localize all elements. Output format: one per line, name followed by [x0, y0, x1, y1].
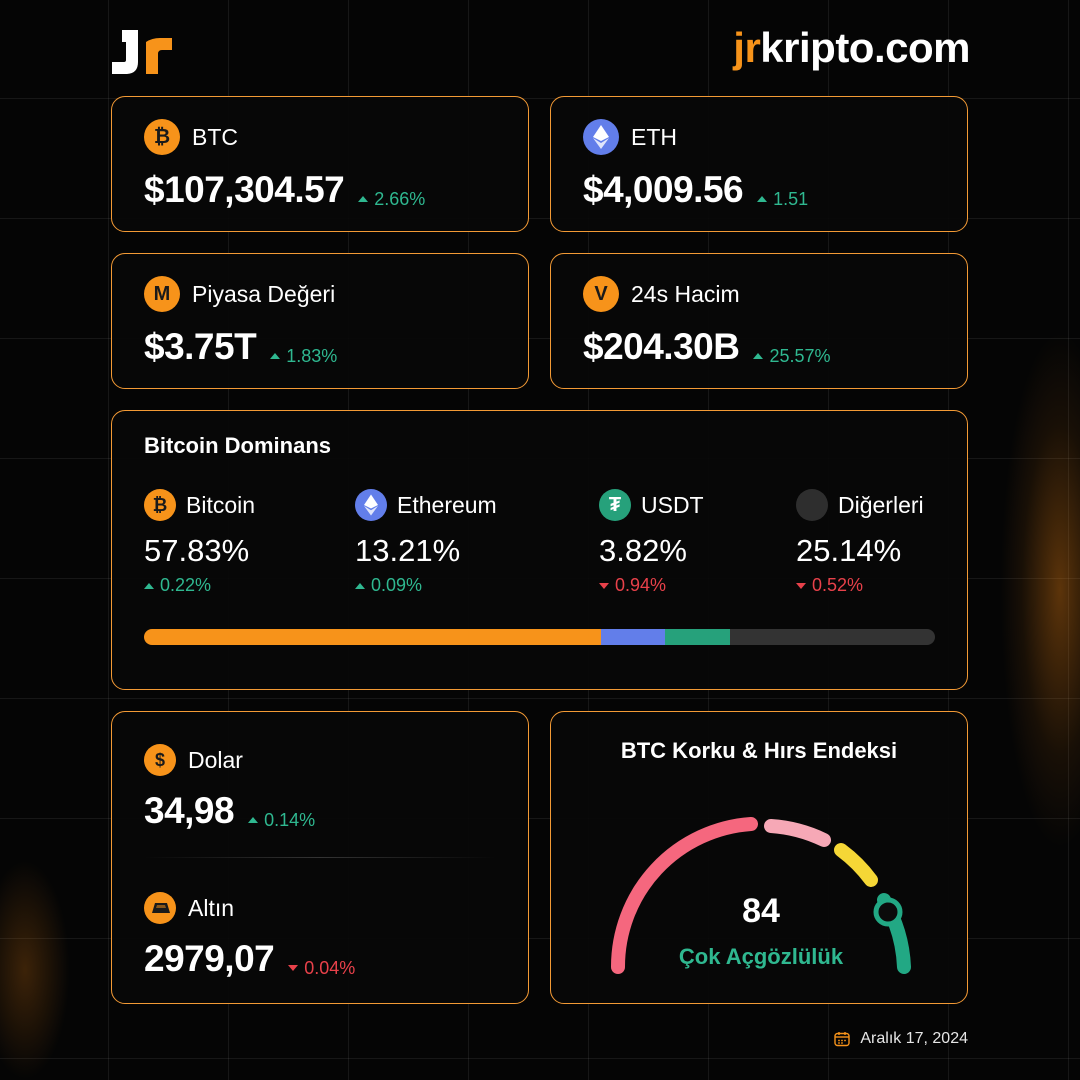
dominance-change-value: 0.22% [160, 575, 212, 595]
dominance-change: 0.22% [144, 575, 211, 596]
down-arrow-icon [599, 582, 609, 589]
ticker-price: $204.30B [583, 326, 740, 367]
gauge-segment-greed [834, 843, 878, 887]
up-arrow-icon [270, 353, 281, 359]
dominance-card[interactable]: Bitcoin Dominans ₿ Bitcoin 57.83% 0.22% … [111, 410, 968, 690]
ticker-name: Piyasa Değeri [192, 280, 336, 307]
gauge-segment-fear [610, 817, 758, 974]
btc-card[interactable]: ₿ BTC $107,304.57 2.66% [111, 96, 529, 232]
dominance-bar [144, 629, 935, 645]
up-arrow-icon [757, 196, 768, 202]
fear-greed-value: 84 [742, 892, 780, 930]
dominance-change: 0.94% [599, 575, 666, 596]
bitcoin-icon: ₿ [144, 119, 180, 155]
date-text: Aralık 17, 2024 [860, 1030, 968, 1047]
up-arrow-icon [753, 353, 764, 359]
dominance-change: 0.52% [796, 575, 863, 596]
fx-change: 0.14% [248, 810, 315, 831]
fear-greed-title: BTC Korku & Hırs Endeksi [620, 738, 898, 763]
market-cap-icon: M [144, 276, 180, 312]
dominance-item-ethereum: Ethereum 13.21% 0.09% [355, 489, 497, 596]
fear-greed-card[interactable]: BTC Korku & Hırs Endeksi 84 Çok Açgözlül… [550, 711, 968, 1004]
gauge-segment-neutral [764, 819, 831, 847]
calendar-icon [834, 1032, 851, 1047]
dominance-change-value: 0.52% [812, 575, 864, 595]
fx-card[interactable]: $ Dolar 34,98 0.14% Altın 2979,07 0.04% [111, 711, 529, 1004]
bitcoin-icon: ₿ [144, 489, 176, 521]
site-name-rest: kripto.com [760, 24, 970, 71]
dominance-item-usdt: ₮ USDT 3.82% 0.94% [599, 489, 704, 596]
ethereum-icon [583, 119, 619, 155]
dominance-bar-segment-0 [144, 629, 602, 645]
up-arrow-icon [248, 817, 259, 823]
site-name-prefix: jr [733, 24, 761, 71]
dominance-name: USDT [641, 491, 704, 518]
up-arrow-icon [358, 196, 369, 202]
ticker-change-value: 2.66% [374, 188, 426, 209]
background-glow-left [0, 860, 70, 1080]
dominance-bar-segment-2 [665, 629, 730, 645]
volume-icon: V [583, 276, 619, 312]
fear-greed-label: Çok Açgözlülük [678, 944, 844, 969]
date-stamp: Aralık 17, 2024 [834, 1030, 968, 1048]
dominance-change-value: 0.94% [615, 575, 667, 595]
down-arrow-icon [796, 582, 806, 589]
ticker-change: 2.66% [358, 189, 425, 210]
dominance-change-value: 0.09% [371, 575, 423, 595]
fx-change-value: 0.04% [304, 957, 356, 978]
ticker-price: $4,009.56 [583, 169, 744, 210]
ticker-change: 1.83% [270, 346, 337, 367]
dominance-percent: 25.14% [796, 533, 902, 568]
ticker-change-value: 1.83% [286, 345, 338, 366]
dominance-name: Diğerleri [838, 491, 924, 518]
ticker-name: 24s Hacim [631, 280, 740, 307]
dominance-item-others: Diğerleri 25.14% 0.52% [796, 489, 924, 596]
dominance-name: Bitcoin [186, 491, 256, 518]
fx-name: Altın [188, 894, 235, 921]
gold-bar-icon [144, 892, 176, 924]
jr-logo [112, 30, 172, 74]
ticker-name: BTC [192, 123, 238, 150]
dominance-change: 0.09% [355, 575, 422, 596]
dominance-percent: 57.83% [144, 533, 250, 568]
dominance-percent: 13.21% [355, 533, 461, 568]
site-name[interactable]: jrkripto.com [733, 24, 970, 72]
dollar-icon: $ [144, 744, 176, 776]
tether-icon: ₮ [599, 489, 631, 521]
dominance-item-bitcoin: ₿ Bitcoin 57.83% 0.22% [144, 489, 255, 596]
fx-value: 2979,07 [144, 938, 275, 979]
fear-greed-gauge [610, 817, 911, 974]
dominance-bar-segment-3 [729, 629, 935, 645]
ticker-change-value: 25.57% [769, 345, 831, 366]
volume-card[interactable]: V 24s Hacim $204.30B 25.57% [550, 253, 968, 389]
ethereum-icon [355, 489, 387, 521]
market-cap-card[interactable]: M Piyasa Değeri $3.75T 1.83% [111, 253, 529, 389]
background-glow [1000, 330, 1080, 850]
gauge-needle-knob [873, 897, 903, 927]
dominance-title: Bitcoin Dominans [144, 433, 332, 458]
fx-change-value: 0.14% [264, 809, 316, 830]
others-icon [796, 489, 828, 521]
divider [144, 857, 496, 858]
ticker-change: 1.51 [757, 189, 808, 210]
fx-name: Dolar [188, 746, 243, 773]
eth-card[interactable]: ETH $4,009.56 1.51 [550, 96, 968, 232]
dominance-name: Ethereum [397, 491, 497, 518]
down-arrow-icon [288, 965, 299, 971]
fx-change: 0.04% [288, 958, 355, 979]
dominance-percent: 3.82% [599, 533, 687, 568]
up-arrow-icon [355, 582, 365, 589]
ticker-price: $107,304.57 [144, 169, 345, 210]
ticker-change: 25.57% [753, 345, 831, 367]
fx-value: 34,98 [144, 790, 235, 831]
up-arrow-icon [144, 582, 154, 589]
ticker-change-value: 1.51 [773, 188, 809, 209]
dominance-bar-segment-1 [601, 629, 666, 645]
ticker-price: $3.75T [144, 326, 257, 367]
ticker-name: ETH [631, 123, 677, 150]
